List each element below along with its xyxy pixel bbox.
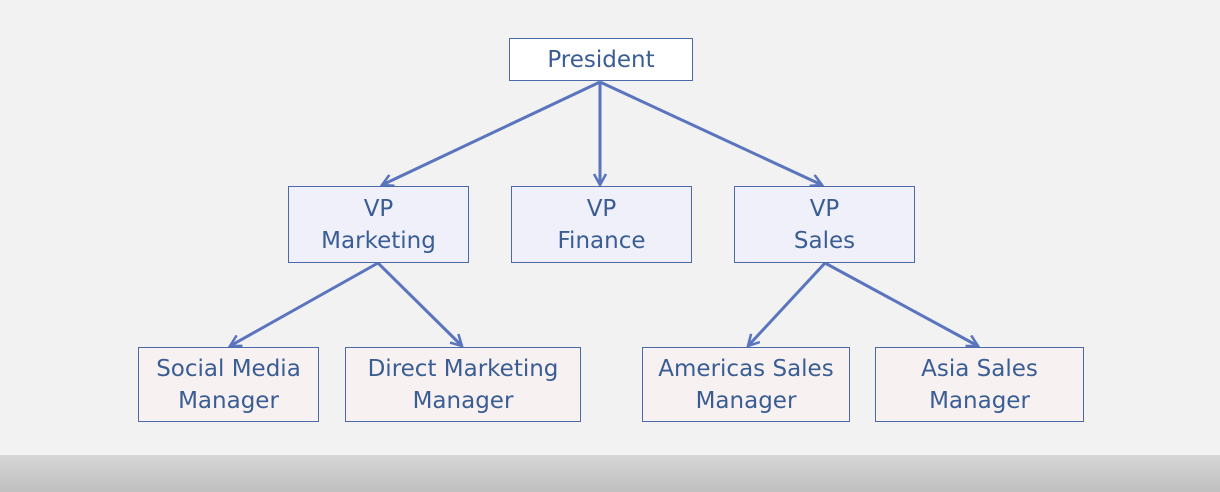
arrow-president-to-vp-marketing <box>382 80 601 185</box>
arrow-president-to-vp-sales <box>599 80 822 185</box>
vp-sales-line1: VP <box>809 195 840 222</box>
americas-sales-manager-line1: Americas Sales <box>658 355 834 382</box>
president-label: President <box>547 46 655 73</box>
asia-sales-manager-node: Asia Sales Manager <box>875 347 1084 422</box>
americas-sales-manager-node: Americas Sales Manager <box>642 347 850 422</box>
vp-marketing-line2: Marketing <box>321 227 436 254</box>
direct-marketing-manager-line1: Direct Marketing <box>367 355 559 382</box>
americas-sales-manager-line2: Manager <box>695 387 797 414</box>
social-media-manager-line1: Social Media <box>156 355 301 382</box>
vp-finance-line2: Finance <box>557 227 646 254</box>
arrow-vp-sales-to-asia-sales <box>824 261 978 348</box>
arrow-vp-marketing-to-direct-marketing <box>376 261 462 346</box>
social-media-manager-line2: Manager <box>178 387 279 414</box>
vp-sales-line2: Sales <box>793 227 856 254</box>
direct-marketing-manager-node: Direct Marketing Manager <box>345 347 581 422</box>
president-node: President <box>509 38 693 81</box>
arrow-vp-marketing-to-social-media <box>230 261 379 348</box>
vp-marketing-node: VP Marketing <box>288 186 469 263</box>
direct-marketing-manager-line2: Manager <box>412 387 514 414</box>
vp-sales-node: VP Sales <box>734 186 915 263</box>
bottom-bar <box>0 455 1220 492</box>
vp-finance-line1: VP <box>586 195 617 222</box>
asia-sales-manager-line1: Asia Sales <box>921 355 1038 382</box>
vp-marketing-line1: VP <box>363 195 394 222</box>
vp-finance-node: VP Finance <box>511 186 692 263</box>
arrow-vp-sales-to-americas-sales <box>748 261 827 346</box>
social-media-manager-node: Social Media Manager <box>138 347 319 422</box>
asia-sales-manager-line2: Manager <box>929 387 1030 414</box>
